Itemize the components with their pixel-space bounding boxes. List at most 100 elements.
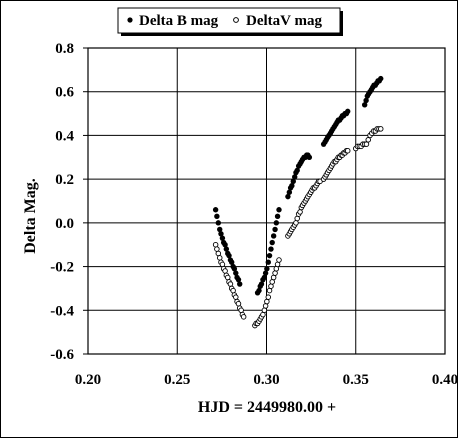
data-point-delta-b (286, 189, 293, 195)
data-point-delta-v (266, 287, 273, 294)
y-tick-label: 0.0 (55, 216, 74, 232)
data-point-delta-v (240, 314, 247, 320)
data-point-delta-v (274, 261, 281, 268)
data-point-delta-b (272, 226, 278, 233)
data-point-delta-v (264, 298, 270, 305)
data-point-delta-b (228, 259, 235, 265)
data-point-delta-v (265, 294, 272, 300)
data-point-delta-b (266, 252, 273, 259)
y-tick-label: 0.4 (55, 128, 74, 144)
legend-box (117, 7, 341, 34)
y-tick-label: -0.4 (50, 303, 74, 319)
data-point-delta-b (363, 97, 369, 104)
data-point-delta-v (225, 274, 231, 281)
x-tick-label: 0.30 (253, 372, 279, 388)
data-point-delta-v (344, 147, 351, 154)
data-point-delta-b (274, 213, 281, 219)
data-point-delta-v (294, 215, 300, 222)
data-point-delta-b (270, 233, 277, 239)
legend-marker-delta-b (127, 17, 133, 23)
data-point-delta-v (262, 303, 269, 309)
data-point-delta-b (306, 154, 313, 160)
data-point-delta-v (214, 246, 220, 252)
data-point-delta-v (261, 307, 268, 314)
data-point-delta-v (365, 137, 371, 143)
y-tick-label: 0.6 (55, 85, 74, 101)
data-point-delta-b (264, 266, 270, 272)
y-tick-label: 0.8 (55, 41, 74, 57)
data-point-delta-b (292, 174, 298, 180)
data-point-delta-v (230, 287, 236, 294)
data-point-delta-b (273, 220, 280, 226)
data-point-delta-v (270, 274, 277, 281)
data-point-delta-b (268, 246, 274, 252)
data-point-delta-v (377, 126, 384, 132)
data-point-delta-b (256, 287, 262, 294)
x-tick-label: 0.40 (432, 372, 457, 388)
data-point-delta-b (276, 207, 282, 213)
data-point-delta-v (235, 300, 242, 307)
data-point-delta-b (261, 274, 268, 281)
data-point-delta-v (233, 294, 239, 300)
y-tick-label: 0.2 (55, 172, 74, 188)
tick-labels: 0.20 0.25 0.30 0.35 0.40 -0.6 -0.4 -0.2 0.0 0.2 0.… (50, 41, 457, 388)
data-point-delta-b (262, 270, 269, 276)
data-point-delta-b (214, 213, 220, 219)
data-point-delta-v (276, 257, 282, 263)
data-point-delta-b (215, 220, 222, 226)
data-point-delta-v (238, 307, 244, 314)
plot-area (87, 47, 446, 355)
legend: Delta B mag DeltaV mag (117, 7, 343, 36)
legend-marker-delta-v (233, 17, 239, 23)
data-point-delta-v (215, 250, 222, 257)
data-point-delta-v (260, 311, 266, 318)
data-point-delta-b (237, 281, 243, 287)
data-point-delta-b (226, 252, 232, 259)
x-tick-label: 0.35 (343, 372, 369, 388)
y-tick-label: -0.2 (50, 260, 74, 276)
data-point-delta-v (272, 270, 278, 276)
data-point-delta-b (378, 75, 384, 82)
data-point-delta-b (285, 193, 291, 200)
data-point-delta-b (294, 167, 300, 174)
y-axis-label: Delta Mag. (22, 178, 39, 254)
data-point-delta-b (222, 242, 228, 248)
data-point-delta-b (269, 239, 275, 246)
data-point-delta-b (290, 178, 296, 185)
data-point-delta-b (219, 235, 226, 241)
data-point-delta-v (212, 241, 219, 248)
y-tick-label: -0.6 (50, 347, 74, 363)
data-point-delta-v (293, 220, 299, 226)
data-point-delta-v (268, 283, 274, 289)
legend-label-delta-v: DeltaV mag (246, 13, 322, 29)
series-delta-v (212, 126, 384, 329)
data-point-delta-b (258, 281, 265, 287)
data-point-delta-b (223, 246, 230, 252)
data-point-delta-b (212, 207, 219, 213)
data-points (212, 75, 384, 329)
data-point-delta-v (363, 141, 370, 147)
data-point-delta-b (361, 102, 368, 108)
data-point-delta-b (265, 259, 271, 265)
data-point-delta-v (273, 266, 280, 272)
x-tick-label: 0.25 (164, 372, 190, 388)
data-point-delta-b (289, 183, 295, 189)
data-point-delta-v (227, 281, 234, 287)
data-point-delta-b (218, 231, 224, 237)
data-point-delta-b (345, 108, 351, 115)
x-tick-label: 0.20 (75, 372, 101, 388)
data-point-delta-v (269, 279, 275, 285)
data-point-delta-v (297, 209, 303, 215)
x-axis-label: HJD = 2449980.00 + (198, 399, 336, 416)
data-point-delta-b (217, 226, 223, 233)
series-delta-b (212, 75, 384, 296)
data-point-delta-v (222, 268, 228, 274)
data-point-delta-v (216, 255, 223, 261)
legend-label-delta-b: Delta B mag (139, 13, 219, 29)
data-point-delta-v (219, 261, 226, 268)
data-point-delta-b (233, 270, 239, 276)
data-point-delta-b (235, 276, 242, 283)
data-point-delta-b (231, 266, 238, 272)
